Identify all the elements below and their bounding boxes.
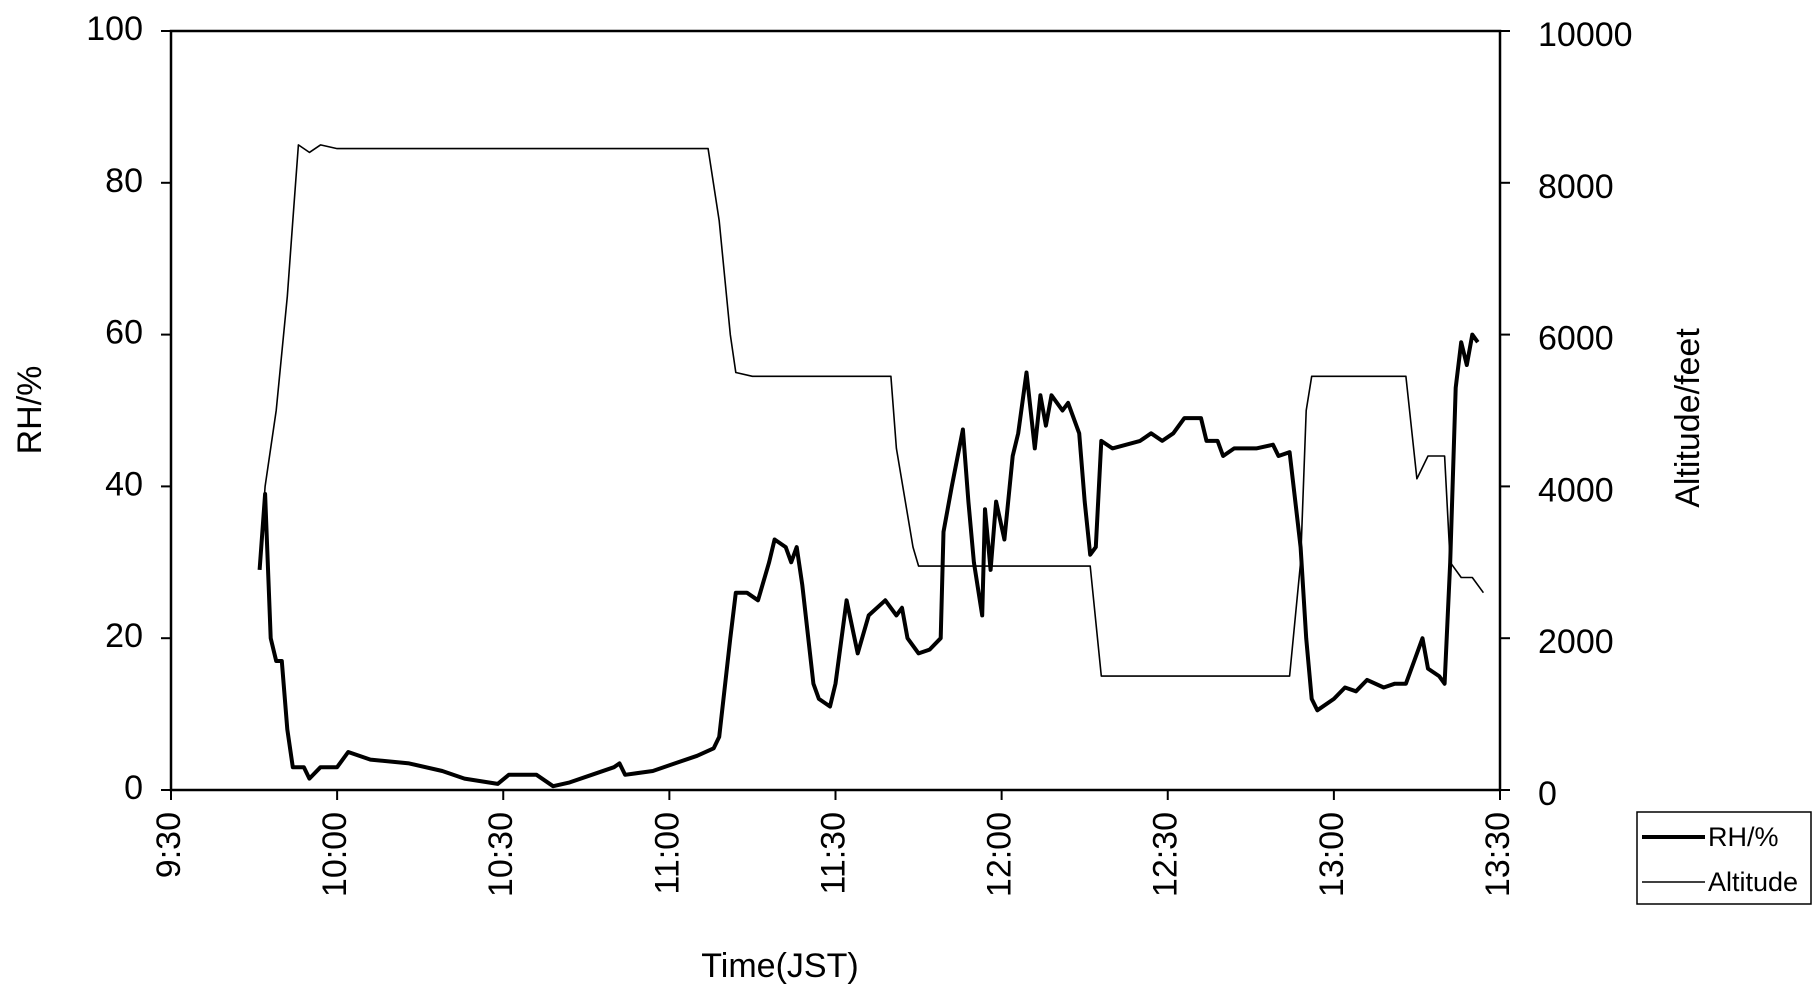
y-tick-label: 0 bbox=[124, 769, 143, 807]
legend-box bbox=[1636, 811, 1812, 905]
x-tick-label: 13:30 bbox=[1479, 812, 1517, 897]
y2-axis-title: Altitude/feet bbox=[1669, 328, 1707, 508]
y2-tick-label: 8000 bbox=[1538, 168, 1614, 206]
x-tick-label: 10:30 bbox=[482, 812, 520, 897]
x-tick-label: 10:00 bbox=[316, 812, 354, 897]
y-axis-title: RH/% bbox=[11, 366, 49, 455]
y2-tick-label: 2000 bbox=[1538, 623, 1614, 661]
data-line bbox=[258, 144, 1485, 677]
data-line bbox=[257, 332, 1480, 789]
y2-tick-label: 10000 bbox=[1538, 16, 1633, 54]
x-tick-label: 12:00 bbox=[981, 812, 1019, 897]
legend-label: RH/% bbox=[1708, 822, 1779, 852]
y2-tick-label: 4000 bbox=[1538, 471, 1614, 509]
y-tick-label: 100 bbox=[86, 10, 143, 48]
y-tick-label: 40 bbox=[105, 465, 143, 503]
x-tick-label: 9:30 bbox=[150, 812, 188, 878]
x-tick-label: 13:00 bbox=[1313, 812, 1351, 897]
legend-label: Altitude bbox=[1708, 867, 1798, 897]
x-tick-label: 11:30 bbox=[814, 812, 852, 895]
y-tick-label: 80 bbox=[105, 162, 143, 200]
y2-tick-label: 6000 bbox=[1538, 320, 1614, 358]
y-tick-label: 60 bbox=[105, 314, 143, 352]
x-axis-title: Time(JST) bbox=[701, 947, 858, 985]
y2-tick-label: 0 bbox=[1538, 775, 1557, 813]
x-tick-label: 12:30 bbox=[1147, 812, 1185, 897]
x-tick-label: 11:00 bbox=[648, 812, 686, 895]
y-tick-label: 20 bbox=[105, 617, 143, 655]
